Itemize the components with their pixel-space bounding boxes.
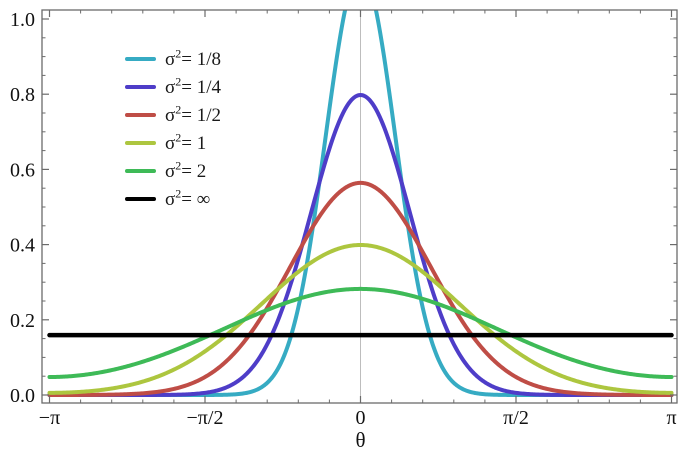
y-tick-label: 0.6 [10,159,35,181]
y-tick-label: 0.0 [10,385,35,407]
curve-sigma2-1 [47,243,674,395]
legend-item-sigma2-1/2: σ2= 1/2 [125,101,221,129]
legend-item-sigma2-2: σ2= 2 [125,157,221,185]
legend-swatch-sigma2-1/8 [125,57,156,61]
curve-sigma2-1/4 [47,93,674,397]
x-tick-label: −π/2 [187,407,224,429]
legend-swatch-sigma2-1/4 [125,85,156,89]
legend-swatch-sigma2-1 [125,141,156,145]
legend-item-sigma2-1: σ2= 1 [125,129,221,157]
x-tick-label: −π [39,407,60,429]
legend-label-sigma2-1/8: σ2= 1/8 [165,46,221,70]
legend-item-sigma2-1/4: σ2= 1/4 [125,73,221,101]
y-tick-label: 0.4 [10,235,35,257]
legend-label-sigma2-1/2: σ2= 1/2 [165,102,221,126]
legend-item-sigma2-infinity: σ2= ∞ [125,185,221,213]
x-axis-label: θ [355,428,365,452]
legend-label-sigma2-1: σ2= 1 [165,130,207,154]
legend-label-sigma2-2: σ2= 2 [165,158,207,182]
legend: σ2= 1/8 σ2= 1/4 σ2= 1/2 σ2= 1 σ2= 2 σ2= ∞ [125,45,221,213]
curve-group [47,10,674,397]
x-tick-label: π/2 [503,407,529,429]
legend-label-sigma2-infinity: σ2= ∞ [165,186,211,210]
x-tick-label: 0 [356,407,366,429]
legend-item-sigma2-1/8: σ2= 1/8 [125,45,221,73]
tick-label-group: −π −π/2 0 π/2 π 0.0 0.2 0.4 0.6 0.8 1.0 [10,9,677,429]
legend-swatch-sigma2-1/2 [125,113,156,117]
y-tick-label: 1.0 [10,9,35,31]
tick-group [42,10,677,403]
legend-swatch-sigma2-infinity [125,197,156,201]
curve-sigma2-1/2 [47,180,674,397]
y-tick-label: 0.8 [10,84,35,106]
x-tick-label: π [666,407,676,429]
y-tick-label: 0.2 [10,310,35,332]
legend-swatch-sigma2-2 [125,169,156,173]
curve-sigma2-2 [47,286,674,380]
legend-label-sigma2-1/4: σ2= 1/4 [165,74,221,98]
